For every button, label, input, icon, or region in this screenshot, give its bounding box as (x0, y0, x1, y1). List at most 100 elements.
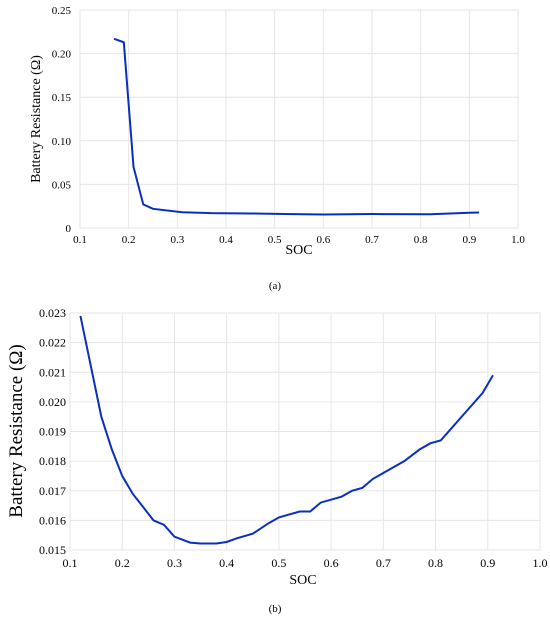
data-point (236, 537, 238, 539)
data-point (492, 374, 494, 376)
chart-b-x-axis-label: SOC (289, 573, 316, 588)
data-point (142, 506, 144, 508)
y-tick-label: 0.021 (39, 365, 66, 379)
data-point (123, 41, 125, 43)
chart-a-x-axis-label: SOC (285, 243, 312, 258)
y-tick-label: 0.05 (52, 179, 72, 191)
data-point (132, 166, 134, 168)
x-tick-label: 0.5 (271, 556, 286, 570)
y-tick-label: 0.015 (39, 543, 66, 557)
data-point (478, 211, 480, 213)
chart-a-series-line (113, 37, 480, 216)
chart-b-grid (69, 312, 541, 551)
data-point (371, 213, 373, 215)
chart-b-x-ticks: 0.1 0.2 0.3 0.4 0.5 0.6 0.7 0.8 0.9 1.0 (63, 556, 548, 570)
data-point (387, 469, 389, 471)
y-tick-label: 0.020 (39, 395, 66, 409)
x-tick-label: 0.6 (324, 556, 339, 570)
data-point (121, 475, 123, 477)
y-tick-label: 0.20 (52, 49, 72, 61)
data-point (283, 213, 285, 215)
chart-b-caption: (b) (269, 603, 282, 615)
data-point (111, 448, 113, 450)
x-tick-label: 0.1 (63, 556, 78, 570)
chart-a-y-ticks: 0 0.05 0.10 0.15 0.20 0.25 (52, 5, 72, 235)
data-point (403, 460, 405, 462)
data-point (481, 392, 483, 394)
y-tick-label: 0 (66, 223, 72, 235)
x-tick-label: 0.7 (376, 556, 391, 570)
data-point (440, 439, 442, 441)
x-tick-label: 0.2 (115, 556, 130, 570)
x-tick-label: 0.9 (462, 234, 476, 246)
data-point (152, 519, 154, 521)
y-tick-label: 0.15 (52, 92, 72, 104)
data-point (429, 442, 431, 444)
data-point (225, 541, 227, 543)
x-tick-label: 0.4 (219, 234, 233, 246)
chart-a: 0.1 0.2 0.3 0.4 0.5 0.6 0.7 0.8 0.9 1.0 0 0.05 0.10… (29, 5, 525, 292)
chart-b: 0.1 0.2 0.3 0.4 0.5 0.6 0.7 0.8 0.9 1.0 0.0150.01… (6, 306, 548, 615)
data-point (372, 478, 374, 480)
x-tick-label: 0.4 (219, 556, 234, 570)
y-tick-label: 0.017 (39, 484, 66, 498)
x-tick-label: 0.3 (170, 234, 184, 246)
data-point (468, 212, 470, 214)
x-tick-label: 0.8 (428, 556, 443, 570)
data-point (199, 542, 201, 544)
data-point (131, 493, 133, 495)
data-point (322, 213, 324, 215)
x-tick-label: 1.0 (511, 234, 525, 246)
y-tick-label: 0.023 (39, 306, 66, 320)
data-point (419, 448, 421, 450)
data-point (100, 415, 102, 417)
data-point (249, 212, 251, 214)
y-tick-label: 0.019 (39, 425, 66, 439)
data-point (252, 533, 254, 535)
data-point (173, 535, 175, 537)
data-point (429, 213, 431, 215)
data-point (163, 524, 165, 526)
chart-b-y-ticks: 0.015 0.016 0.017 0.018 0.019 0.020 0.021 0.022… (39, 306, 66, 557)
data-point (278, 516, 280, 518)
chart-a-y-axis-label: Battery Resistance (Ω) (29, 55, 44, 183)
chart-b-series-line (79, 315, 494, 545)
data-point (189, 541, 191, 543)
chart-b-y-axis-label: Battery Resistance (Ω) (6, 344, 27, 517)
y-tick-label: 0.25 (52, 5, 72, 17)
data-point (351, 490, 353, 492)
data-point (79, 315, 81, 317)
data-point (113, 38, 115, 40)
data-point (142, 203, 144, 205)
data-point (466, 410, 468, 412)
x-tick-label: 0.7 (365, 234, 379, 246)
data-point (288, 513, 290, 515)
data-point (309, 510, 311, 512)
data-point (90, 365, 92, 367)
y-tick-label: 0.016 (39, 513, 66, 527)
y-tick-label: 0.10 (52, 136, 72, 148)
x-tick-label: 0.5 (268, 234, 282, 246)
data-point (299, 510, 301, 512)
data-point (181, 211, 183, 213)
data-point (340, 495, 342, 497)
x-tick-label: 0.6 (316, 234, 330, 246)
data-point (215, 542, 217, 544)
y-tick-label: 0.022 (39, 336, 66, 350)
data-point (450, 427, 452, 429)
data-point (267, 522, 269, 524)
y-tick-label: 0.018 (39, 454, 66, 468)
chart-a-grid (79, 9, 519, 229)
data-point (361, 487, 363, 489)
data-point (210, 212, 212, 214)
chart-a-x-ticks: 0.1 0.2 0.3 0.4 0.5 0.6 0.7 0.8 0.9 1.0 (73, 234, 525, 246)
x-tick-label: 0.9 (480, 556, 495, 570)
x-tick-label: 1.0 (533, 556, 548, 570)
chart-a-plot-area (79, 9, 519, 229)
x-tick-label: 0.2 (122, 234, 136, 246)
x-tick-label: 0.1 (73, 234, 87, 246)
x-tick-label: 0.8 (414, 234, 428, 246)
data-point (319, 501, 321, 503)
x-tick-label: 0.3 (167, 556, 182, 570)
